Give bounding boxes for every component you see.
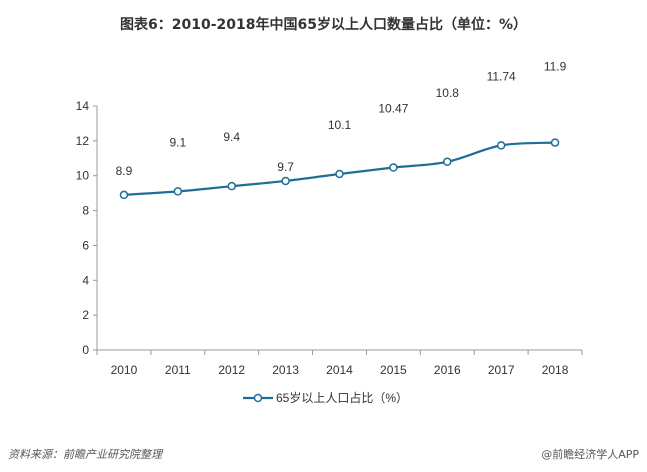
data-label: 9.1 xyxy=(169,135,186,149)
x-tick-label: 2013 xyxy=(272,363,299,377)
y-tick-label: 14 xyxy=(76,99,90,113)
legend-marker xyxy=(253,393,263,403)
chart-title: 图表6：2010-2018年中国65岁以上人口数量占比（单位：%） xyxy=(120,17,527,33)
data-point xyxy=(173,187,183,196)
y-tick-label: 4 xyxy=(82,273,89,287)
x-tick-label: 2010 xyxy=(111,363,138,377)
x-tick-label: 2017 xyxy=(488,363,515,377)
x-tick-label: 2015 xyxy=(380,363,407,377)
source-note: 资料来源：前瞻产业研究院整理 xyxy=(8,448,162,461)
data-label: 11.74 xyxy=(487,69,516,83)
series-line xyxy=(123,141,556,196)
data-point xyxy=(227,181,236,191)
data-point xyxy=(335,169,344,179)
data-point xyxy=(281,176,290,186)
x-tick-label: 2016 xyxy=(434,363,461,377)
x-tick-label: 2012 xyxy=(218,363,245,377)
y-tick-label: 0 xyxy=(82,343,89,357)
x-tick-label: 2011 xyxy=(165,363,191,377)
brand-credit: @前瞻经济学人APP xyxy=(541,448,639,461)
y-tick-label: 2 xyxy=(82,308,89,322)
data-label: 9.7 xyxy=(277,160,294,174)
data-label: 10.1 xyxy=(328,118,352,132)
data-label: 11.9 xyxy=(544,60,567,74)
data-point xyxy=(496,141,506,150)
y-tick-label: 6 xyxy=(82,238,89,252)
data-label: 10.8 xyxy=(436,86,460,100)
data-point xyxy=(550,138,560,147)
data-point xyxy=(119,190,129,200)
data-label: 8.9 xyxy=(116,164,133,178)
y-tick-label: 10 xyxy=(76,169,90,183)
legend-label: 65岁以上人口占比（%） xyxy=(276,390,408,405)
data-label: 9.4 xyxy=(223,130,240,144)
x-tick-label: 2018 xyxy=(542,363,569,377)
data-label: 10.47 xyxy=(378,102,408,116)
y-tick-label: 8 xyxy=(82,204,89,218)
data-point xyxy=(443,157,452,167)
x-tick-label: 2014 xyxy=(326,363,353,377)
data-point xyxy=(389,163,398,172)
y-tick-label: 12 xyxy=(76,134,90,148)
